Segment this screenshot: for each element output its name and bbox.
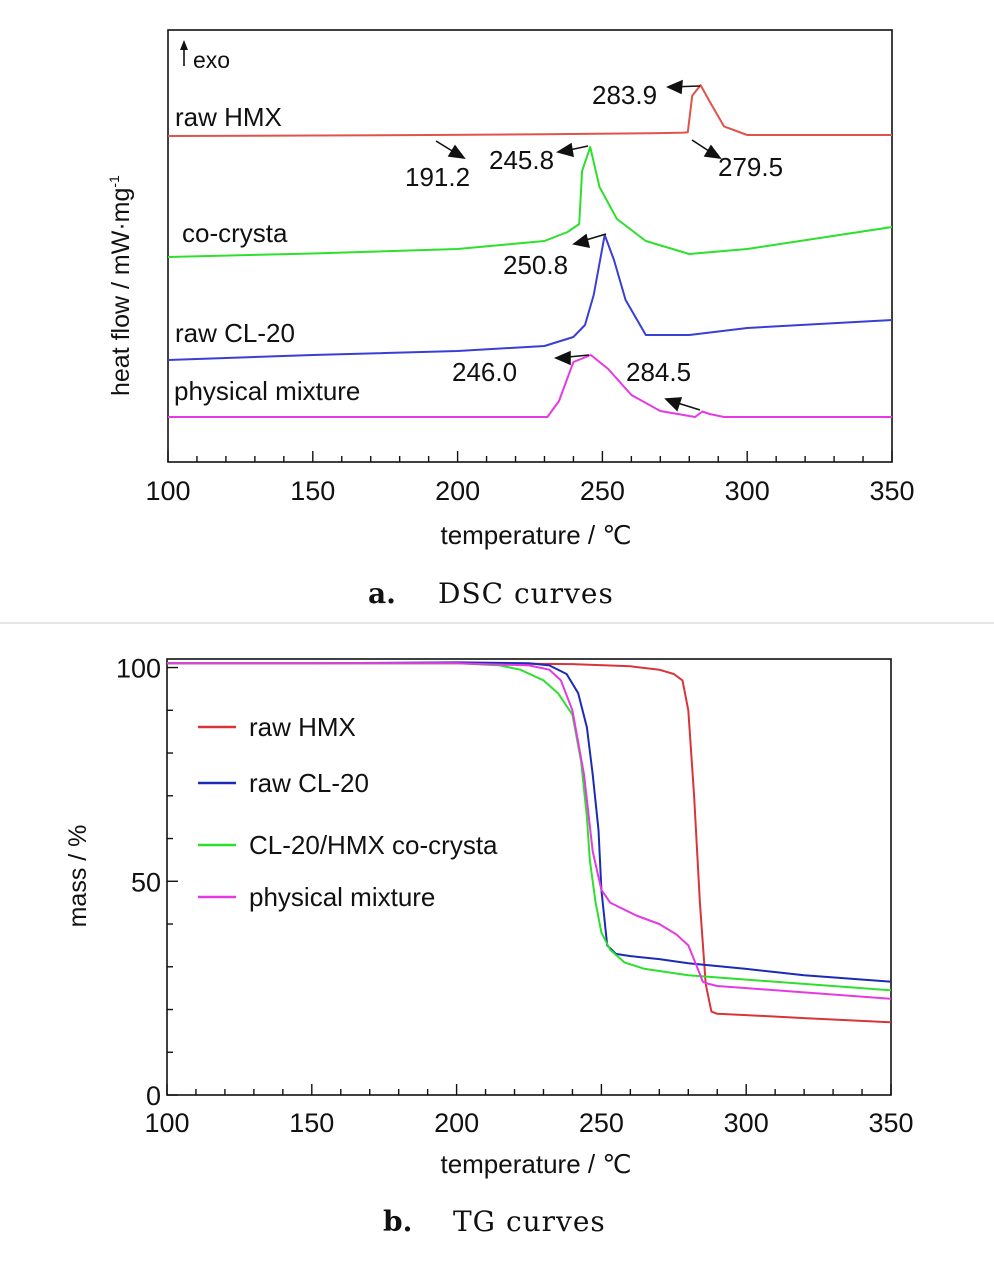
tg-x-axis-label: temperature / ℃ <box>440 1149 631 1179</box>
tg-caption-text: TG curves <box>453 1205 606 1238</box>
dsc-caption-letter: a. <box>368 577 396 610</box>
legend-label-co-crysta: CL-20/HMX co-crysta <box>249 830 498 860</box>
tg-y-ticks <box>167 666 178 1096</box>
dsc-label-physical-mixture: physical mixture <box>174 376 360 406</box>
exo-label: exo <box>193 47 230 73</box>
dsc-x-tick-label-150: 150 <box>290 476 335 506</box>
legend-label-raw-hmx: raw HMX <box>249 712 356 742</box>
annot-191-2: 191.2 <box>405 162 470 192</box>
dsc-x-ticks <box>167 451 893 462</box>
dsc-y-axis-label: heat flow / mW·mg-1 <box>106 175 135 396</box>
dsc-label-raw-cl20: raw CL-20 <box>175 318 295 348</box>
legend-label-physical-mixture: physical mixture <box>249 882 435 912</box>
annot-arrowhead-245-8 <box>555 142 574 158</box>
exo-arrow-head-icon <box>180 40 188 50</box>
annot-250-8: 250.8 <box>503 250 568 280</box>
dsc-curve-labels: raw HMX co-crysta raw CL-20 physical mix… <box>174 102 360 406</box>
dsc-curve-raw-cl-20 <box>167 234 893 361</box>
annot-arrowhead-279-5 <box>703 144 722 160</box>
annot-283-9: 283.9 <box>592 80 657 110</box>
dsc-x-tick-label-250: 250 <box>580 476 625 506</box>
tg-y-axis-label: mass / % <box>64 825 92 928</box>
dsc-label-co-crysta: co-crysta <box>182 218 288 248</box>
tg-chart: 100 150 200 250 300 350 0 50 100 raw HMX raw CL… <box>64 654 914 1238</box>
annot-279-5: 279.5 <box>718 152 783 182</box>
dsc-caption-text: DSC curves <box>438 577 614 610</box>
dsc-x-axis-label: temperature / ℃ <box>440 520 631 550</box>
dsc-curve-co-crysta <box>167 146 893 258</box>
tg-caption: b. TG curves <box>383 1205 606 1238</box>
dsc-x-tick-label-350: 350 <box>869 476 914 506</box>
dsc-x-tick-label-200: 200 <box>435 476 480 506</box>
dsc-y-axis-label-group: heat flow / mW·mg-1 <box>106 175 135 396</box>
tg-curve-physical-mixture <box>167 662 892 1000</box>
dsc-x-tick-labels: 100 150 200 250 300 350 <box>145 476 914 506</box>
dsc-y-axis-label-superscript: -1 <box>106 175 122 188</box>
annot-245-8: 245.8 <box>489 145 554 175</box>
tg-legend: raw HMX raw CL-20 CL-20/HMX co-crysta ph… <box>198 712 498 912</box>
tg-x-tick-labels: 100 150 200 250 300 350 <box>144 1108 913 1138</box>
dsc-chart: 100 150 200 250 300 350 exo <box>106 29 915 610</box>
annot-arrowhead-250-8 <box>572 233 591 249</box>
annot-arrowhead-283-9 <box>666 79 683 95</box>
dsc-annotations: 283.9 191.2 279.5 245.8 250.8 246.0 284.… <box>405 79 783 412</box>
tg-curves <box>167 661 892 1024</box>
tg-x-tick-label-150: 150 <box>289 1108 334 1138</box>
dsc-x-tick-label-100: 100 <box>145 476 190 506</box>
annot-arrowhead-284-5 <box>664 397 683 412</box>
annot-arrowhead-246-0 <box>553 350 571 366</box>
annot-246-0: 246.0 <box>452 357 517 387</box>
tg-x-tick-label-100: 100 <box>144 1108 189 1138</box>
annot-arrowhead-191-2 <box>447 144 466 160</box>
dsc-x-tick-label-300: 300 <box>725 476 770 506</box>
panel-separator <box>0 622 994 624</box>
tg-x-tick-label-250: 250 <box>579 1108 624 1138</box>
dsc-label-raw-hmx: raw HMX <box>175 102 282 132</box>
dsc-curve-physical-mixture <box>168 354 892 418</box>
tg-plot-frame <box>166 658 892 1096</box>
tg-caption-letter: b. <box>383 1205 412 1238</box>
dsc-plot-frame <box>167 29 893 463</box>
dsc-curves <box>167 84 893 418</box>
dsc-curve-raw-hmx <box>167 84 892 137</box>
tg-y-tick-label-50: 50 <box>131 867 161 897</box>
tg-x-tick-label-300: 300 <box>724 1108 769 1138</box>
legend-label-raw-cl20: raw CL-20 <box>249 768 369 798</box>
dsc-caption: a. DSC curves <box>368 577 614 610</box>
annot-284-5: 284.5 <box>626 357 691 387</box>
tg-x-tick-label-350: 350 <box>868 1108 913 1138</box>
exo-indicator: exo <box>180 40 230 73</box>
tg-x-tick-label-200: 200 <box>434 1108 479 1138</box>
tg-y-tick-label-100: 100 <box>116 654 161 684</box>
tg-curve-raw-cl-20 <box>167 661 892 983</box>
tg-x-ticks <box>166 1084 892 1095</box>
tg-y-tick-labels: 0 50 100 <box>116 654 161 1111</box>
tg-y-tick-label-0: 0 <box>146 1081 161 1111</box>
